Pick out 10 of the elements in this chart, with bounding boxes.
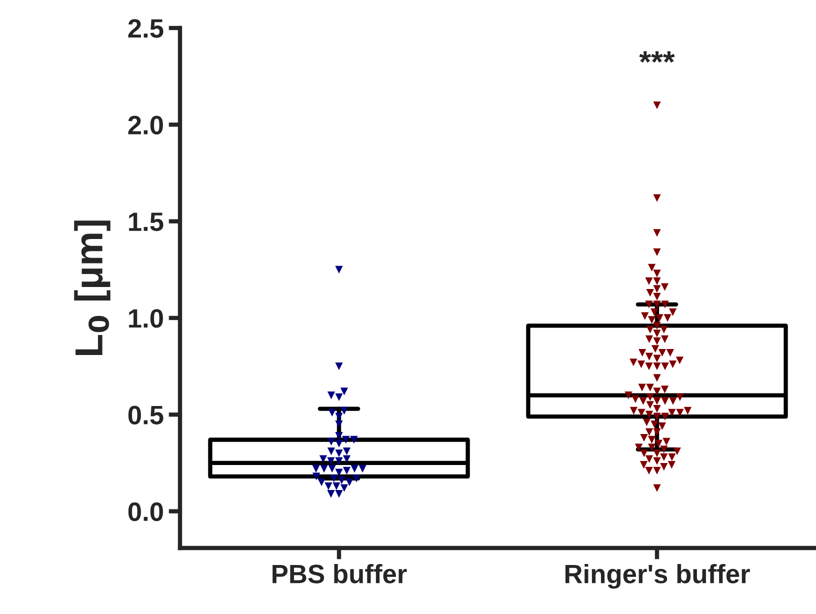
y-tick-label: 2.5 <box>128 19 164 38</box>
y-tick-label: 0.5 <box>128 406 164 424</box>
y-tick-label: 1.5 <box>129 212 164 232</box>
x-tick-label: Ringer's buffer <box>565 564 750 589</box>
annotation: *** <box>639 51 675 63</box>
x-tick-label: PBS buffer <box>272 564 407 584</box>
y-tick-label: 0.0 <box>128 502 163 522</box>
y-axis-title: L$_{0}$ [μm] <box>74 220 110 356</box>
y-tick-label: 2.0 <box>128 116 163 134</box>
y-tick-label: 1.0 <box>129 309 163 328</box>
